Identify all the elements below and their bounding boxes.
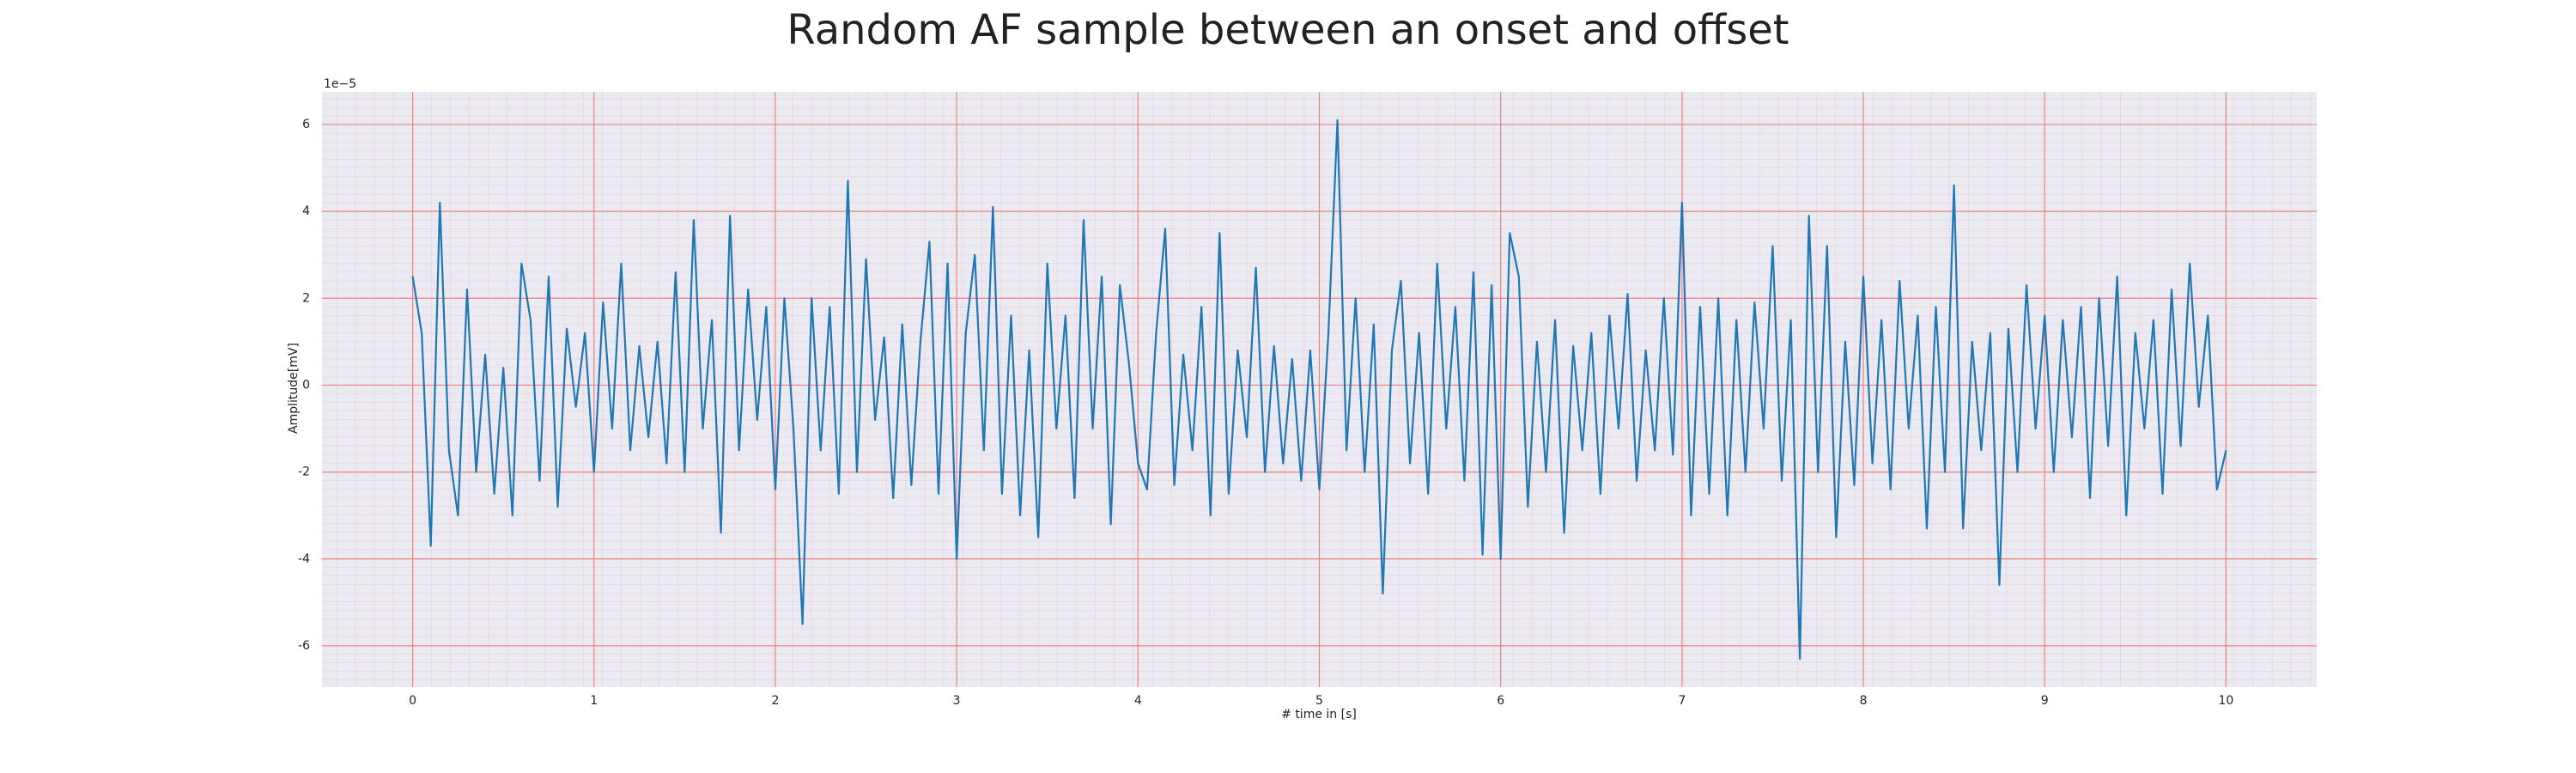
chart-title: Random AF sample between an onset and of… (787, 6, 1789, 54)
x-tick-label: 4 (1134, 694, 1142, 708)
x-tick-label: 9 (2041, 694, 2049, 708)
x-tick-label: 1 (590, 694, 598, 708)
x-tick-label: 0 (409, 694, 416, 708)
y-tick-label: -4 (298, 552, 310, 566)
signal-line (411, 119, 2227, 660)
x-axis-label: # time in [s] (1281, 708, 1357, 721)
y-tick-label: 4 (302, 204, 310, 218)
y-tick-label: 0 (302, 378, 310, 392)
x-tick-label: 3 (953, 694, 961, 708)
y-axis-label: Amplitude[mV] (287, 343, 301, 434)
x-tick-label: 6 (1497, 694, 1504, 708)
x-tick-label: 7 (1678, 694, 1686, 708)
x-tick-label: 8 (1860, 694, 1868, 708)
y-tick-label: 6 (302, 118, 310, 131)
x-tick-label: 5 (1315, 694, 1323, 708)
y-tick-label: -6 (298, 639, 310, 653)
y-tick-label: -2 (298, 466, 310, 479)
x-tick-label: 2 (771, 694, 779, 708)
x-tick-label: 10 (2218, 694, 2233, 708)
axis-offset-label: 1e−5 (324, 77, 356, 91)
y-tick-label: 2 (302, 291, 310, 305)
